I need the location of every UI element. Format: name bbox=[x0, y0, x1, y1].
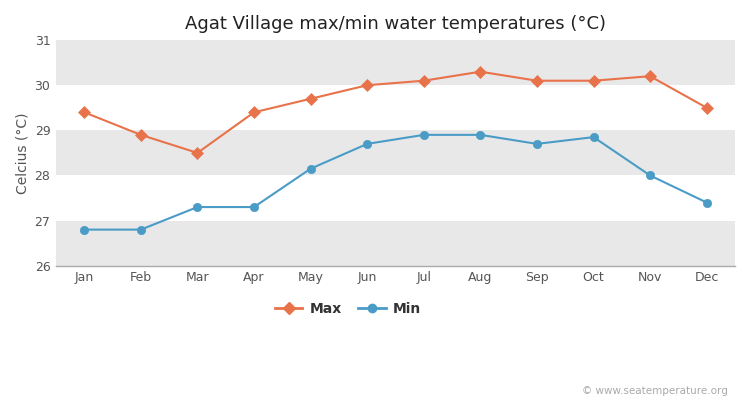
Min bbox=[193, 205, 202, 210]
Min bbox=[589, 135, 598, 140]
Max bbox=[193, 150, 202, 155]
Legend: Max, Min: Max, Min bbox=[269, 297, 427, 322]
Title: Agat Village max/min water temperatures (°C): Agat Village max/min water temperatures … bbox=[185, 15, 606, 33]
Line: Min: Min bbox=[80, 131, 711, 234]
Max bbox=[589, 78, 598, 83]
Min bbox=[532, 142, 542, 146]
Bar bbox=[56, 220, 735, 266]
Line: Max: Max bbox=[80, 68, 711, 157]
Bar bbox=[56, 130, 735, 176]
Max bbox=[532, 78, 542, 83]
Max bbox=[476, 69, 484, 74]
Min bbox=[419, 132, 428, 137]
Text: © www.seatemperature.org: © www.seatemperature.org bbox=[582, 386, 728, 396]
Bar bbox=[56, 40, 735, 85]
Min bbox=[136, 227, 146, 232]
Min bbox=[250, 205, 259, 210]
Bar bbox=[56, 85, 735, 130]
Max bbox=[306, 96, 315, 101]
Min bbox=[80, 227, 88, 232]
Min bbox=[646, 173, 655, 178]
Max bbox=[646, 74, 655, 79]
Bar bbox=[56, 176, 735, 220]
Max bbox=[80, 110, 88, 115]
Max bbox=[702, 105, 711, 110]
Min bbox=[363, 142, 372, 146]
Y-axis label: Celcius (°C): Celcius (°C) bbox=[15, 112, 29, 194]
Min bbox=[476, 132, 484, 137]
Max bbox=[363, 83, 372, 88]
Min bbox=[306, 166, 315, 171]
Max bbox=[419, 78, 428, 83]
Max bbox=[136, 132, 146, 137]
Min bbox=[702, 200, 711, 205]
Max bbox=[250, 110, 259, 115]
